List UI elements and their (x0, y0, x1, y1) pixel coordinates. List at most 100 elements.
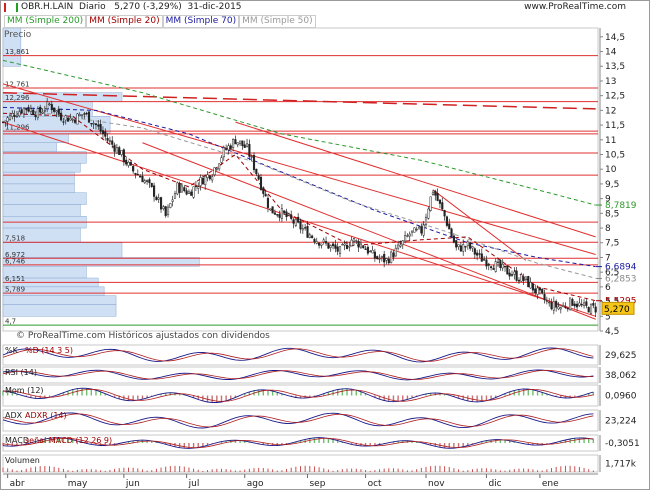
candle-body (234, 139, 237, 145)
candle-body (531, 283, 534, 291)
ma-value-label: 5,5295 (605, 297, 637, 307)
candle-body (431, 191, 435, 196)
candle-body (462, 244, 465, 252)
candle-body (415, 228, 418, 231)
indicator-signal-line (2, 348, 594, 362)
candle-body (239, 140, 242, 144)
candle-body (185, 190, 188, 195)
candle-body (64, 115, 67, 121)
candle-body (473, 248, 476, 255)
level-label: 7,518 (5, 235, 25, 243)
candle-body (536, 287, 539, 295)
candle-body (476, 252, 479, 256)
ma50-line (26, 109, 596, 279)
candle-body (318, 242, 321, 246)
candle-body (348, 245, 351, 248)
candle-body (164, 206, 167, 216)
candle-body (41, 111, 44, 114)
legend-ma50[interactable]: MM (Simple 50) (239, 15, 316, 28)
candle-body (410, 230, 414, 233)
candle-body (113, 144, 116, 152)
candle-body (192, 186, 195, 198)
legend-ma70[interactable]: MM (Simple 70) (162, 15, 240, 28)
candle-body (480, 253, 483, 262)
candle-body (139, 175, 142, 178)
candle-body (562, 305, 565, 307)
candle-body (83, 113, 86, 115)
channel-line (142, 142, 596, 320)
candle-body (490, 266, 493, 269)
y-tick-label: 9,5 (605, 180, 619, 190)
candle-body (39, 106, 42, 113)
level-label: 5,789 (5, 286, 25, 294)
candle-body (155, 196, 158, 200)
candle-body (67, 117, 70, 122)
volume-profile-bar (2, 27, 22, 67)
legend-ma200[interactable]: MM (Simple 200) (4, 15, 87, 28)
candle-body (399, 244, 402, 247)
candle-body (327, 242, 330, 249)
candle-body (208, 175, 211, 180)
ma200-line (2, 59, 596, 206)
candle-body (457, 244, 460, 247)
candle-body (129, 161, 132, 166)
indicator-label: ADX (5, 411, 23, 420)
candle-body (136, 173, 139, 176)
y-tick-label: 9 (605, 195, 611, 205)
candle-body (6, 117, 9, 122)
indicator-value: 0,0960 (605, 392, 637, 402)
last-price-box (601, 301, 635, 315)
candle-body (520, 274, 523, 282)
level-label: 4,7 (5, 318, 16, 326)
candle-body (122, 149, 125, 163)
candle-body (527, 276, 530, 288)
x-tick-label: abr (10, 479, 25, 489)
last-price-label: 5,270 (-3,29%) (114, 2, 182, 12)
candle-body (580, 303, 583, 306)
candle-body (564, 306, 567, 308)
candle-body (496, 261, 500, 263)
candle-body (264, 193, 267, 197)
candle-body (204, 175, 207, 185)
y-tick-label: 13 (605, 77, 616, 87)
candle-body (43, 110, 46, 112)
header-title: OBR.H.LAIN Diario 5,270 (-3,29%) 31-dic-… (2, 2, 244, 13)
candle-body (366, 246, 369, 254)
candle-body (408, 233, 411, 237)
candle-body (545, 300, 548, 302)
candle-body (171, 199, 174, 202)
candle-body (78, 114, 81, 116)
candle-body (150, 183, 153, 187)
candle-body (485, 259, 488, 267)
candle-body (522, 276, 525, 281)
level-label: 11,296 (5, 124, 30, 132)
candle-body (429, 196, 432, 211)
y-tick-label: 12 (605, 106, 616, 116)
indicator-label: MACD (5, 436, 29, 445)
indicator-label: %K (5, 346, 19, 355)
indicator-label: Mom (12) (5, 386, 44, 395)
y-tick-label: 14 (605, 48, 617, 58)
candle-body (157, 197, 160, 200)
candle-body (278, 214, 281, 218)
y-tick-label: 6 (605, 283, 611, 293)
site-label: www.ProRealTime.com (524, 2, 626, 12)
candle-body (290, 214, 293, 219)
indicator-value: 1,717k (605, 460, 637, 470)
candles (1, 97, 597, 318)
candle-body (355, 240, 358, 242)
candle-body (550, 302, 553, 310)
legend-ma20[interactable]: MM (Simple 20) (86, 15, 163, 28)
indicator-label-2: señal MACD (12 26 9) (25, 436, 112, 445)
candle-body (506, 265, 509, 275)
candle-body (36, 108, 39, 118)
candle-body (417, 226, 421, 229)
volume-profile-bar (2, 295, 117, 305)
x-tick-label: nov (428, 479, 445, 489)
indicator-value: -0,3051 (605, 439, 640, 449)
candle-body (559, 307, 562, 310)
candle-body (331, 243, 335, 247)
candle-body (180, 185, 184, 193)
candle-body (311, 235, 314, 238)
